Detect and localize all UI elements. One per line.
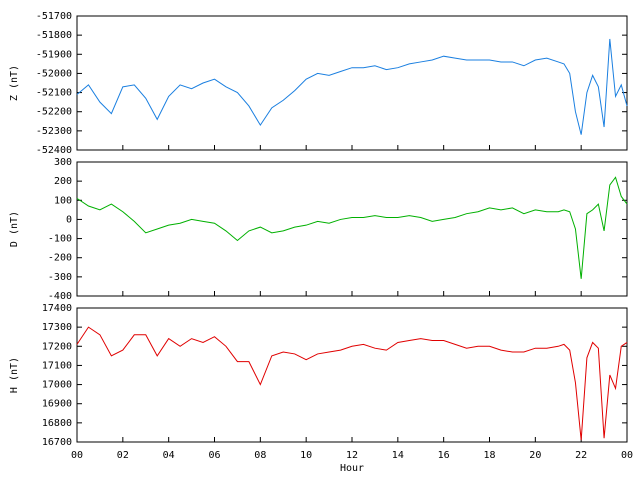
x-tick-label: 12 (346, 450, 358, 461)
y-axis-label: Z (nT) (9, 65, 20, 101)
y-axis-label: D (nT) (9, 211, 20, 247)
x-tick-label: 10 (300, 450, 312, 461)
data-line (76, 176, 628, 279)
y-tick-label: -51700 (36, 11, 72, 22)
y-tick-label: 17300 (42, 322, 72, 333)
x-tick-label: 20 (529, 450, 541, 461)
y-tick-label: 100 (54, 195, 72, 206)
y-tick-label: -52400 (36, 145, 72, 156)
x-tick-label: 00 (621, 450, 633, 461)
x-tick-label: 08 (254, 450, 266, 461)
x-tick-label: 02 (117, 450, 129, 461)
y-tick-label: -52000 (36, 68, 72, 79)
y-tick-label: -52200 (36, 107, 72, 118)
y-tick-label: 16900 (42, 399, 72, 410)
x-tick-label: 00 (71, 450, 83, 461)
y-tick-label: 300 (54, 157, 72, 168)
y-tick-label: 16700 (42, 437, 72, 448)
data-line (76, 326, 628, 441)
y-tick-label: -200 (48, 253, 72, 264)
x-tick-label: 06 (208, 450, 220, 461)
y-tick-label: 17200 (42, 341, 72, 352)
x-tick-label: 22 (575, 450, 587, 461)
x-tick-label: 18 (483, 450, 495, 461)
y-tick-label: 0 (66, 214, 72, 225)
y-tick-label: 17100 (42, 360, 72, 371)
y-tick-label: -52100 (36, 88, 72, 99)
y-tick-label: -100 (48, 234, 72, 245)
y-tick-label: -300 (48, 272, 72, 283)
x-axis-label: Hour (340, 463, 364, 474)
y-tick-label: 17400 (42, 303, 72, 314)
y-axis-label: H (nT) (9, 357, 20, 393)
y-tick-label: -52300 (36, 126, 72, 137)
x-tick-label: 14 (392, 450, 404, 461)
x-tick-label: 16 (438, 450, 450, 461)
x-tick-label: 04 (163, 450, 175, 461)
y-tick-label: 200 (54, 176, 72, 187)
y-tick-label: 16800 (42, 418, 72, 429)
data-line (76, 38, 628, 135)
y-tick-label: 17000 (42, 380, 72, 391)
y-tick-label: -51800 (36, 30, 72, 41)
y-tick-label: -51900 (36, 49, 72, 60)
y-tick-label: -400 (48, 291, 72, 302)
